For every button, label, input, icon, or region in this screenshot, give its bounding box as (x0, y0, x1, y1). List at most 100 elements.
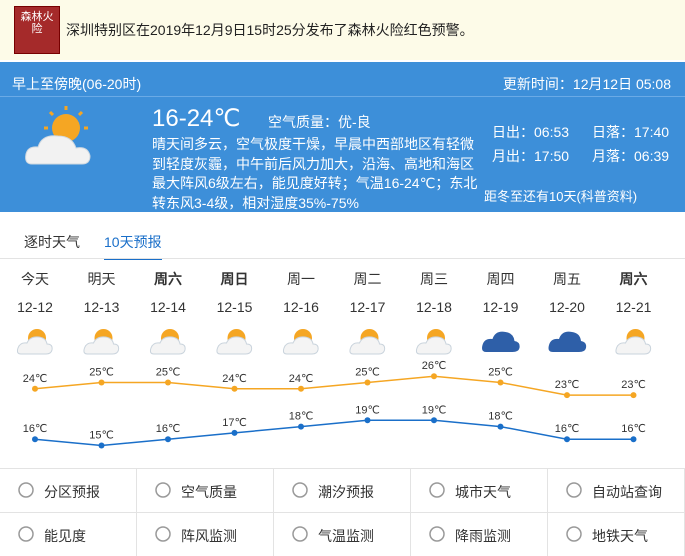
today-icon (25, 106, 91, 165)
date-label: 12-15 (217, 299, 253, 315)
day-label: 周六 (620, 271, 648, 287)
menu-item[interactable]: 地铁天气 (548, 513, 685, 556)
menu-icon (292, 482, 308, 498)
low-value-label: 16℃ (23, 423, 48, 435)
today-panel: 早上至傍晚(06-20时) 更新时间：12月12日 05:08 16-24℃ 空… (0, 62, 685, 212)
menu-item[interactable]: 降雨监测 (411, 513, 548, 556)
weather-icon (415, 329, 452, 355)
weather-icon (83, 329, 120, 355)
high-value-label: 26℃ (422, 360, 447, 372)
menu-icon (18, 526, 34, 542)
divider (0, 96, 685, 97)
moonrise: 月出：17:50 (492, 148, 570, 164)
solar-term: 距冬至还有10天(科普资料) (484, 189, 638, 204)
sunrise: 日出：06:53 (492, 124, 570, 140)
menu-item[interactable]: 分区预报 (0, 469, 137, 513)
menu-item[interactable]: 气温监测 (274, 513, 411, 556)
cloud (615, 336, 652, 355)
day-label: 周二 (354, 271, 382, 287)
alert-banner: 森林火险 深圳特别区在2019年12月9日15时25分发布了森林火险红色预警。 (0, 0, 685, 60)
date-label: 12-21 (616, 299, 652, 315)
high-point (231, 385, 238, 392)
high-point (364, 379, 371, 386)
high-point (497, 379, 504, 386)
day-label: 周一 (287, 271, 315, 287)
cloud (16, 336, 53, 355)
menu-item[interactable]: 空气质量 (137, 469, 274, 513)
high-point (32, 385, 38, 392)
moonset: 月落：06:39 (592, 148, 670, 164)
menu-item[interactable]: 自动站查询 (548, 469, 685, 513)
weather-icon (16, 329, 53, 355)
date-label: 12-18 (416, 299, 452, 315)
low-value-label: 18℃ (488, 411, 513, 423)
icon-shape (429, 526, 445, 542)
date-label: 12-13 (84, 299, 120, 315)
high-point (564, 392, 570, 399)
description: 晴天间多云，空气极度干燥，早晨中西部地区有轻微到轻度灰霾，中午前后风力加大，沿海… (152, 136, 478, 211)
update-time: 更新时间：12月12日 05:08 (502, 76, 671, 92)
cloud (482, 331, 520, 352)
high-value-label: 25℃ (488, 367, 513, 379)
high-value-label: 23℃ (555, 379, 580, 391)
cloud (282, 336, 319, 355)
alert-icon-text: 森林火险 (20, 11, 54, 35)
tab-active[interactable]: 10天预报 (104, 232, 162, 260)
cloud (548, 331, 587, 352)
low-value-label: 16℃ (555, 423, 580, 435)
menu-item[interactable]: 城市天气 (411, 469, 548, 513)
tab[interactable]: 逐时天气 (24, 234, 80, 250)
menu-item[interactable]: 能见度 (0, 513, 137, 556)
icon-shape (18, 482, 34, 498)
weather-icon (282, 329, 319, 355)
day-label: 周三 (420, 271, 448, 287)
menu-item[interactable]: 阵风监测 (137, 513, 274, 556)
low-point (32, 436, 38, 443)
alert-icon: 森林火险 (14, 6, 60, 54)
menu-icon (155, 482, 171, 498)
high-line (34, 375, 634, 396)
low-value-label: 17℃ (222, 417, 247, 429)
icon-shape (566, 482, 582, 498)
icon-shape (292, 482, 308, 498)
menu-label: 空气质量 (181, 484, 237, 500)
low-value-label: 18℃ (289, 411, 314, 423)
icon-shape (18, 526, 34, 542)
low-point (98, 442, 105, 449)
date-label: 12-19 (483, 299, 519, 315)
cloud (415, 336, 452, 355)
menu-icon (566, 526, 582, 542)
temperature: 16-24℃ (152, 105, 241, 132)
cloud (149, 336, 186, 355)
menu-icon (429, 482, 445, 498)
period: 早上至傍晚(06-20时) (12, 76, 142, 92)
date-label: 12-14 (150, 299, 186, 315)
high-point (98, 379, 105, 386)
high-value-label: 25℃ (89, 367, 114, 379)
weather-icon (615, 329, 652, 355)
cloud (349, 336, 386, 355)
high-point (298, 385, 304, 392)
menu-icon (566, 482, 582, 498)
date-label: 12-16 (283, 299, 319, 315)
high-value-label: 25℃ (355, 367, 380, 379)
low-line (34, 419, 634, 447)
menu-label: 气温监测 (318, 528, 374, 544)
icon-shape (292, 526, 308, 542)
low-point (630, 436, 637, 443)
menu-icon (18, 482, 34, 498)
high-value-label: 23℃ (621, 379, 646, 391)
high-value-label: 24℃ (23, 373, 48, 385)
menu-label: 潮汐预报 (318, 484, 374, 500)
forecast-chart: 今天 12-12 明天 12-13 周六 12-14 周日 12-15 周一 12-16 周二 12-… (16, 271, 652, 449)
day-label: 明天 (88, 271, 116, 287)
low-value-label: 19℃ (355, 404, 380, 416)
day-label: 周日 (221, 271, 249, 287)
icon-shape (155, 482, 171, 498)
low-value-label: 16℃ (156, 423, 181, 435)
weather-icon (349, 329, 386, 355)
low-point (231, 429, 238, 436)
menu-item[interactable]: 潮汐预报 (274, 469, 411, 513)
low-point (497, 423, 504, 430)
